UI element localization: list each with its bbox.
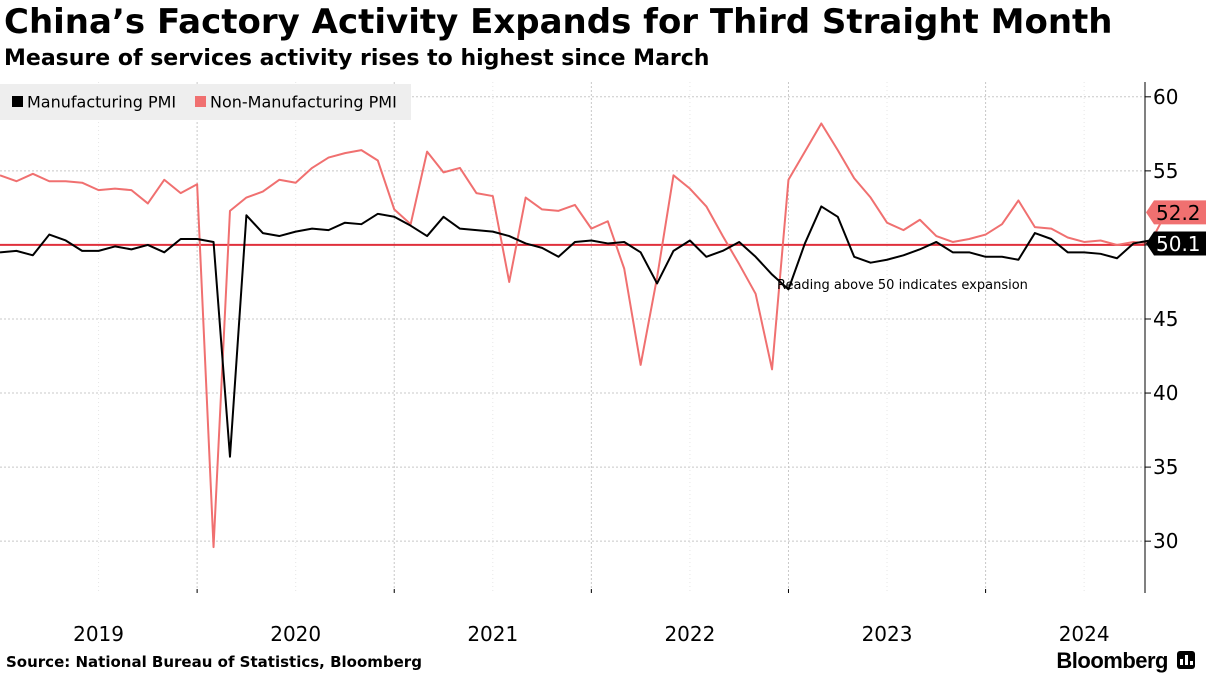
- end-value-labels: 50.1 52.2: [1146, 200, 1206, 256]
- x-tick-label: 2022: [664, 622, 715, 646]
- non-manufacturing-last-value-badge: [1146, 200, 1206, 225]
- y-tick-label: 40: [1153, 381, 1178, 405]
- legend-swatch: [195, 96, 206, 107]
- x-tick-label: 2023: [862, 622, 913, 646]
- y-tick-label: 55: [1153, 159, 1178, 183]
- chart-title: China’s Factory Activity Expands for Thi…: [4, 2, 1113, 42]
- series-lines: [0, 122, 1168, 549]
- chart-subtitle: Measure of services activity rises to hi…: [4, 46, 710, 71]
- legend-label: Manufacturing PMI: [27, 93, 176, 112]
- non-manufacturing-pmi-line: [0, 122, 1168, 549]
- manufacturing-pmi-line: [0, 205, 1167, 458]
- bloomberg-logo: Bloomberg: [1056, 648, 1168, 673]
- x-tick-label: 2019: [73, 622, 124, 646]
- y-axis: 30354045505560: [1144, 82, 1178, 593]
- legend-swatch: [12, 96, 23, 107]
- legend-label: Non-Manufacturing PMI: [210, 93, 397, 112]
- source-note: Source: National Bureau of Statistics, B…: [6, 653, 422, 671]
- y-tick-label: 35: [1153, 455, 1178, 479]
- x-tick-label: 2024: [1059, 622, 1110, 646]
- y-tick-label: 30: [1153, 529, 1178, 553]
- expansion-annotation: Reading above 50 indicates expansion: [777, 278, 1028, 293]
- manufacturing-last-value-badge: [1146, 231, 1206, 256]
- grid-lines: [0, 82, 1145, 593]
- x-axis-labels: 2019 2020 2021 2022 2023 2024: [73, 622, 1109, 646]
- x-tick-label: 2020: [270, 622, 321, 646]
- y-tick-label: 45: [1153, 307, 1178, 331]
- non-manufacturing-last-value-label: 52.2: [1156, 201, 1201, 225]
- manufacturing-last-value-label: 50.1: [1156, 232, 1201, 256]
- x-tick-label: 2021: [467, 622, 518, 646]
- y-tick-label: 60: [1153, 85, 1178, 109]
- legend: Manufacturing PMI Non-Manufacturing PMI: [0, 84, 411, 120]
- bloomberg-chart-icon: [1177, 651, 1195, 669]
